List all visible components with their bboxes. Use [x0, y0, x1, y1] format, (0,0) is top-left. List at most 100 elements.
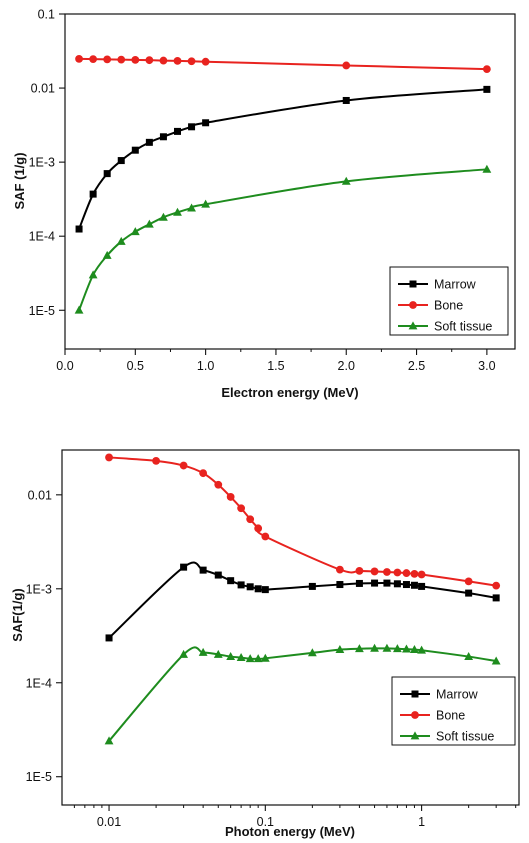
data-point: [355, 579, 363, 587]
data-point: [410, 645, 419, 654]
series-line: [108, 456, 497, 587]
legend: Marrow Bone Soft tissue: [389, 266, 509, 336]
data-point: [102, 250, 112, 259]
data-point: [226, 493, 235, 501]
x-tick-label: 1.5: [267, 359, 284, 373]
data-point: [144, 219, 154, 228]
data-point: [117, 157, 125, 165]
data-point: [308, 582, 316, 590]
data-point: [187, 203, 196, 212]
legend-label: Soft tissue: [436, 730, 494, 744]
data-point: [417, 645, 426, 654]
photon-energy-chart: 0.01 0.1 1 1E-5 1E-4 1E-3 0.01 Photon energy (…: [10, 449, 520, 839]
data-point: [335, 645, 345, 654]
y-tick-label: 0.01: [31, 82, 55, 96]
legend-box: [389, 266, 509, 336]
data-point: [261, 532, 270, 541]
y-tick-label: 1E-3: [26, 582, 52, 596]
y-tick-label: 1E-5: [29, 304, 55, 318]
y-tick-label: 0.1: [38, 8, 55, 22]
axes: 0.01 0.1 1 1E-5 1E-4 1E-3 0.01: [26, 488, 517, 829]
x-axis-title: Electron energy (MeV): [221, 385, 358, 400]
data-point: [202, 119, 210, 127]
legend-label: Marrow: [436, 688, 479, 702]
data-point: [179, 461, 188, 470]
data-point: [342, 96, 350, 104]
data-point: [482, 164, 492, 173]
data-point: [260, 653, 270, 662]
data-point: [236, 653, 246, 662]
data-point: [237, 581, 245, 589]
legend-marker: [408, 321, 418, 330]
data-point: [393, 568, 402, 577]
data-point: [117, 55, 126, 64]
data-point: [371, 579, 379, 587]
data-point: [464, 651, 474, 660]
y-tick-label: 1E-4: [29, 230, 55, 244]
data-point: [383, 579, 391, 587]
data-point: [199, 469, 208, 478]
data-point: [261, 586, 269, 594]
legend-marker: [411, 711, 419, 719]
x-tick-label: 0.01: [97, 815, 121, 829]
data-point: [383, 568, 391, 576]
data-point: [355, 644, 364, 653]
data-point: [254, 524, 263, 533]
y-axis-title: SAF(1/g): [10, 588, 25, 641]
legend-marker: [410, 731, 420, 740]
data-point: [402, 581, 410, 589]
legend-items: Marrow Bone Soft tissue: [400, 688, 494, 744]
series-line: [108, 561, 497, 639]
legend-label: Bone: [434, 299, 463, 313]
legend-label: Soft tissue: [434, 320, 492, 334]
data-point: [254, 585, 262, 593]
axes: 0.0 0.5 1.0 1.5 2.0 2.5 3.0 1E-5 1E-4 1E-3 0.01 0.1: [29, 8, 496, 374]
data-point: [174, 127, 181, 135]
data-point: [402, 569, 411, 577]
series-layer: [74, 54, 492, 314]
data-point: [393, 580, 401, 588]
data-point: [491, 656, 501, 665]
data-point: [116, 236, 126, 245]
data-point: [187, 57, 196, 66]
data-point: [341, 176, 351, 185]
data-point: [336, 581, 344, 589]
x-tick-label: 3.0: [478, 359, 495, 373]
data-point: [355, 567, 364, 575]
legend-marker: [409, 301, 417, 309]
data-point: [145, 138, 153, 146]
legend-label: Marrow: [434, 278, 477, 292]
data-point: [492, 594, 500, 602]
data-point: [89, 55, 98, 64]
data-point: [145, 56, 154, 65]
data-point: [392, 644, 402, 653]
data-point: [226, 651, 236, 660]
plot-frame: [64, 13, 516, 350]
y-tick-label: 1E-5: [26, 770, 52, 784]
x-tick-label: 0.5: [127, 359, 144, 373]
electron-energy-chart: 0.0 0.5 1.0 1.5 2.0 2.5 3.0 1E-5 1E-4 1E-3 0.01 0.1…: [12, 8, 516, 400]
data-point: [103, 55, 112, 64]
legend-items: Marrow Bone Soft tissue: [398, 278, 492, 334]
data-point: [104, 736, 114, 745]
data-point: [179, 649, 189, 658]
data-point: [335, 565, 344, 574]
x-tick-label: 1.0: [197, 359, 214, 373]
data-point: [418, 582, 426, 590]
data-point: [180, 563, 188, 571]
data-point: [201, 199, 211, 208]
data-point: [75, 54, 83, 63]
data-point: [214, 480, 223, 489]
x-tick-label: 2.5: [408, 359, 425, 373]
data-point: [246, 515, 255, 524]
data-point: [483, 85, 491, 93]
data-point: [173, 56, 182, 65]
data-point: [75, 225, 83, 233]
data-point: [370, 643, 379, 652]
data-point: [307, 648, 317, 657]
data-point: [237, 504, 246, 513]
series-layer: [104, 453, 501, 745]
data-point: [492, 581, 501, 590]
y-tick-label: 1E-4: [26, 676, 52, 690]
